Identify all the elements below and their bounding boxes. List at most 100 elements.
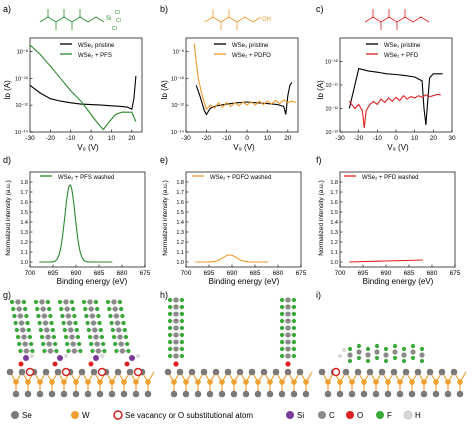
xlabel-a: V₉ (V)	[77, 143, 99, 152]
y-tick-label-d: 1.2	[20, 240, 28, 246]
chart-a: -30 -20 -10 0 10 20 10⁻⁸ 10⁻¹⁰ 10⁻¹² 10⁻¹⁴	[15, 37, 143, 142]
c-atom	[113, 313, 119, 319]
f-atom	[179, 332, 185, 338]
se-atom	[348, 390, 356, 398]
panel-d-texts: WSe₂ + PFS washed Binding energy (eV) No…	[5, 175, 128, 286]
f-atom	[66, 348, 71, 354]
f-atom	[167, 297, 173, 303]
molecule-pdfo: OH	[204, 9, 271, 30]
f-atom	[14, 327, 19, 333]
structure-illustrations	[6, 297, 467, 398]
f-atom	[45, 299, 51, 305]
x-tick-label-f: 695	[358, 270, 369, 277]
f-atom	[279, 297, 285, 303]
x-tick-label-a: -20	[46, 135, 56, 142]
c-atom	[173, 353, 179, 359]
c-atom	[374, 349, 380, 355]
f-atom	[9, 299, 15, 305]
x-tick-label-a: 10	[108, 135, 116, 142]
xlabel-e: Binding energy (eV)	[209, 277, 280, 286]
se-atom	[206, 390, 214, 398]
x-tick-label-d: 675	[140, 270, 151, 277]
w-atom	[279, 379, 285, 385]
panel-letter-e: e)	[160, 155, 168, 165]
se-atom	[230, 390, 238, 398]
f-atom	[50, 327, 55, 333]
se-atom	[24, 390, 32, 398]
f-atom	[48, 313, 53, 319]
se-atom	[272, 368, 280, 376]
f-atom	[23, 306, 28, 312]
h-atom	[30, 354, 34, 358]
flat-molecule	[338, 343, 425, 364]
se-atom	[54, 368, 62, 376]
f-atom	[105, 299, 111, 305]
x-tick-label-c: 30	[448, 135, 456, 142]
f-atom	[410, 343, 416, 349]
f-atom	[99, 334, 105, 340]
f-atom	[109, 320, 114, 326]
f-atom	[179, 297, 185, 303]
se-atom	[408, 390, 416, 398]
c-atom	[173, 318, 179, 324]
se-atom	[120, 390, 128, 398]
se-atom	[164, 368, 172, 376]
y-tick-label-f: 1.0	[330, 260, 338, 266]
se-atom	[266, 390, 274, 398]
f-atom	[279, 325, 285, 331]
y-tick-label-d: 1.8	[20, 180, 28, 186]
f-atom	[179, 346, 185, 352]
se-atom	[248, 368, 256, 376]
wse2-substrate	[6, 367, 155, 398]
c-atom	[19, 320, 25, 326]
h-atom	[64, 354, 68, 358]
f-atom	[167, 325, 173, 331]
w-atom	[361, 379, 367, 385]
y-tick-label-c: 10⁻¹⁰	[325, 59, 339, 66]
legend-label-c: C	[329, 411, 335, 420]
f-atom	[125, 341, 130, 347]
plot-frame-d	[29, 171, 146, 268]
c-atom	[16, 306, 22, 312]
se-atom	[90, 368, 98, 376]
w-atom	[231, 379, 237, 385]
x-tick-label-d: 695	[48, 270, 59, 277]
f-atom	[401, 346, 407, 352]
w-atom	[121, 379, 127, 385]
si-atom	[93, 355, 99, 361]
legend-b-2: WSe₂ + PDFO	[232, 53, 271, 59]
c-atom	[347, 352, 353, 358]
legend-label-si: Si	[297, 411, 304, 420]
series-line-e-0	[195, 254, 269, 263]
f-atom	[89, 341, 94, 347]
c-atom	[92, 327, 98, 333]
f-atom	[179, 325, 185, 331]
legend-swatch-si	[286, 411, 294, 419]
w-atom	[13, 379, 19, 385]
c-atom	[111, 299, 117, 305]
se-atom	[360, 390, 368, 398]
f-atom	[374, 343, 380, 349]
w-atom	[445, 379, 451, 385]
f-atom	[18, 348, 23, 354]
w-atom	[85, 379, 91, 385]
legend-a-1: WSe₂ pristine	[78, 43, 115, 49]
f-atom	[126, 348, 131, 354]
f-atom	[179, 311, 185, 317]
se-atom	[78, 368, 86, 376]
c-atom	[47, 348, 54, 354]
w-atom	[373, 379, 379, 385]
y-tick-label-f: 1.1	[330, 250, 338, 256]
y-tick-label-f: 1.8	[330, 180, 338, 186]
vacancy-atom	[97, 367, 107, 377]
legend-label-h: H	[415, 411, 421, 420]
w-atom	[291, 379, 297, 385]
x-tick-label-f: 690	[381, 270, 392, 277]
panel-c-texts: WSe₂ pristine WSe₂ + PFD V₉ (V) Iᴅ (A)	[316, 43, 421, 152]
panel-letter-g: g)	[3, 290, 11, 300]
legend-swatch-f	[376, 411, 384, 419]
f-atom	[36, 313, 41, 319]
f-atom	[65, 341, 70, 347]
f-atom	[37, 320, 42, 326]
chart-f: 700 695 690 685 680 675 1.0 1.1 1.2 1.3 1.4 1.5 1.6 1…	[330, 171, 461, 277]
